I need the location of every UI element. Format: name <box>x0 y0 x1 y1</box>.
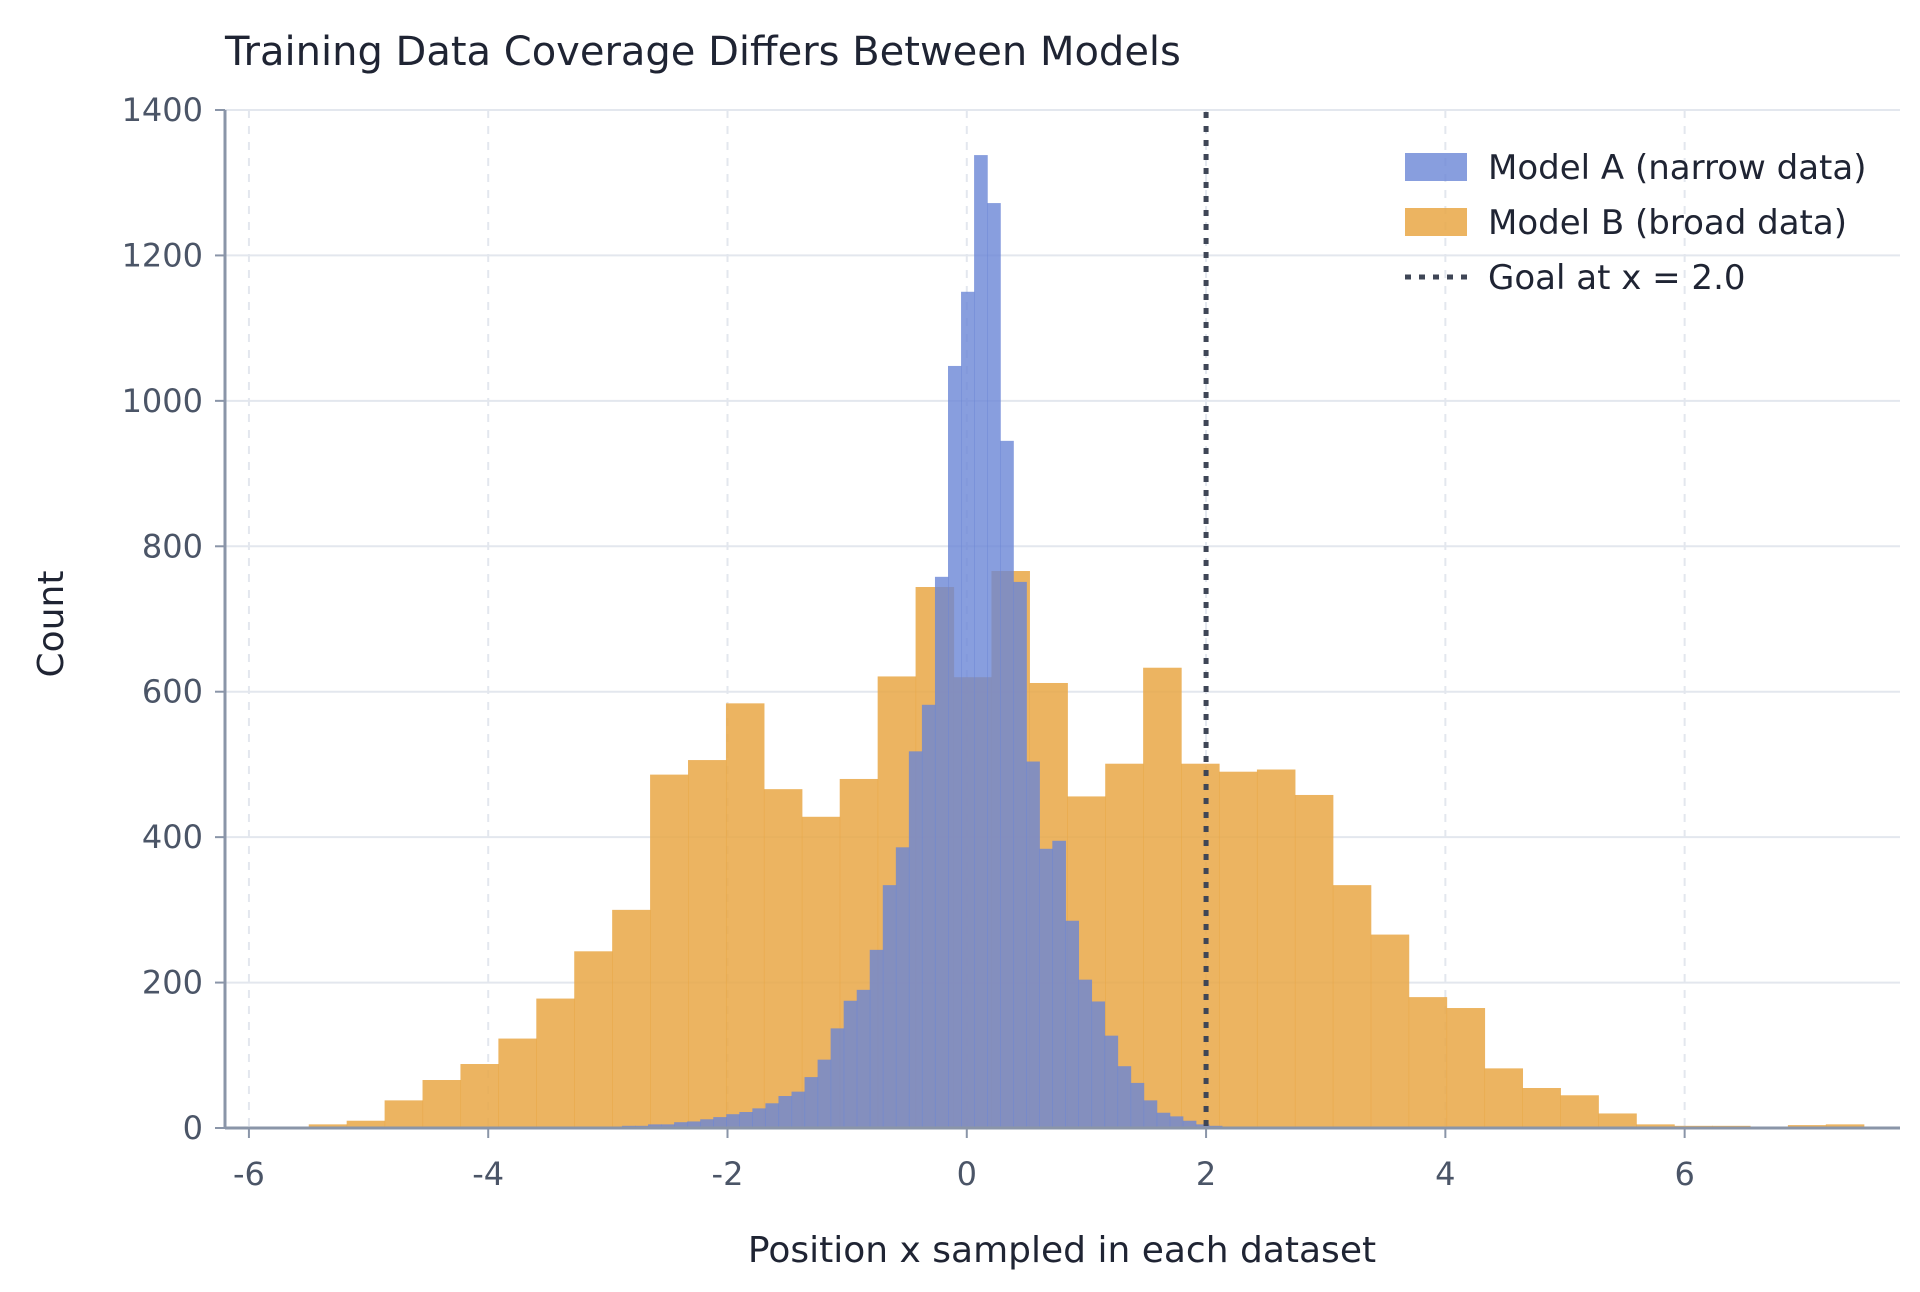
histogram-bar <box>1294 794 1334 1128</box>
histogram-bar <box>1522 1088 1561 1128</box>
y-tick-label: 200 <box>142 964 203 1002</box>
legend-label-model-b: Model B (broad data) <box>1488 203 1847 243</box>
histogram-bar <box>1143 667 1182 1128</box>
series-model-a <box>595 155 1249 1129</box>
y-axis-label: Count <box>31 571 72 678</box>
legend-label-goal: Goal at x = 2.0 <box>1488 258 1746 298</box>
y-tick-label: 600 <box>142 673 203 711</box>
histogram-bars <box>308 155 1865 1129</box>
legend-swatch-model-b <box>1405 208 1467 236</box>
histogram-bar <box>974 155 988 1128</box>
histogram-bar <box>460 1064 499 1128</box>
histogram-bar <box>1370 934 1410 1128</box>
histogram-bar <box>1143 1100 1158 1128</box>
histogram-bar <box>725 703 765 1128</box>
y-tick-label: 800 <box>142 527 203 565</box>
x-tick-label: -4 <box>472 1155 504 1193</box>
legend-swatch-model-a <box>1405 153 1467 181</box>
histogram-bar <box>1091 1001 1106 1128</box>
histogram-bar <box>1026 761 1040 1128</box>
histogram-bar <box>1181 763 1220 1128</box>
histogram-bar <box>791 1091 806 1128</box>
histogram-bar <box>1156 1112 1171 1128</box>
histogram-bar <box>987 203 1001 1128</box>
histogram-bar <box>908 751 923 1128</box>
histogram-bar <box>1130 1082 1145 1128</box>
histogram-bar <box>765 1103 780 1128</box>
histogram-bar <box>817 1059 832 1128</box>
histogram-bar <box>1052 840 1066 1128</box>
axes: 0 200 400 600 800 1000 1200 1400 -6 -4 -2 0 2 4 6 <box>122 91 1900 1193</box>
histogram-bar <box>1825 1124 1865 1128</box>
histogram-bar <box>1446 1008 1486 1128</box>
histogram-bar <box>934 576 949 1128</box>
histogram-bar <box>498 1038 537 1128</box>
y-tick-label: 400 <box>142 818 203 856</box>
histogram-bar <box>308 1124 348 1128</box>
histogram-bar <box>843 1000 858 1128</box>
x-tick-label: -6 <box>233 1155 265 1193</box>
histogram-bar <box>648 1124 662 1128</box>
legend-label-model-a: Model A (narrow data) <box>1488 148 1866 188</box>
histogram-bar <box>752 1108 767 1128</box>
x-axis-label: Position x sampled in each dataset <box>748 1230 1376 1271</box>
histogram-bar <box>688 760 727 1128</box>
histogram-bar <box>726 1114 740 1128</box>
x-tick-label: 0 <box>957 1155 977 1193</box>
histogram-bar <box>346 1120 386 1128</box>
histogram-bar <box>1332 885 1372 1128</box>
histogram-bar <box>1256 769 1296 1128</box>
histogram-bar <box>804 1077 819 1128</box>
histogram-bar <box>895 847 910 1128</box>
histogram-bar <box>1195 1124 1210 1128</box>
histogram-bar <box>869 949 884 1128</box>
histogram-bar <box>1000 440 1014 1129</box>
histogram-bar <box>1218 771 1258 1128</box>
histogram-bar <box>1039 848 1053 1128</box>
histogram-bar <box>1408 997 1448 1128</box>
histogram-bar <box>612 909 651 1128</box>
histogram-bar <box>1598 1113 1637 1128</box>
histogram-bar <box>1560 1095 1599 1128</box>
histogram-bar <box>1065 920 1080 1128</box>
histogram-bar <box>674 1122 688 1128</box>
y-tick-label: 1200 <box>122 236 203 274</box>
histogram-bar <box>739 1112 753 1128</box>
histogram-bar <box>1484 1068 1524 1128</box>
histogram-bar <box>661 1124 675 1128</box>
histogram-bar <box>1117 1066 1132 1128</box>
y-tick-label: 1000 <box>122 382 203 420</box>
histogram-bar <box>1636 1124 1675 1128</box>
histogram-bar <box>961 291 975 1128</box>
histogram-bar <box>384 1100 424 1128</box>
histogram-bar <box>1169 1116 1184 1128</box>
legend: Model A (narrow data) Model B (broad dat… <box>1405 148 1866 298</box>
histogram-bar <box>687 1121 701 1128</box>
histogram-bar <box>536 998 575 1128</box>
histogram-bar <box>856 989 871 1128</box>
histogram-bar <box>763 789 803 1128</box>
histogram-bar <box>650 774 689 1128</box>
histogram-bar <box>713 1117 727 1128</box>
histogram-bar <box>882 885 897 1128</box>
y-tick-label: 0 <box>183 1109 203 1147</box>
x-tick-label: 4 <box>1435 1155 1455 1193</box>
histogram-bar <box>921 704 936 1128</box>
y-tick-label: 1400 <box>122 91 203 129</box>
histogram-bar <box>1078 979 1093 1128</box>
histogram-bar <box>830 1028 845 1128</box>
x-tick-label: -2 <box>712 1155 744 1193</box>
x-tick-label: 2 <box>1196 1155 1216 1193</box>
chart-title: Training Data Coverage Differs Between M… <box>224 29 1181 75</box>
histogram-bar <box>948 365 962 1128</box>
histogram-bar <box>1182 1120 1197 1128</box>
histogram-bar <box>574 951 613 1128</box>
histogram-bar <box>422 1080 462 1128</box>
histogram-bar <box>1013 581 1027 1128</box>
histogram-bar <box>700 1119 714 1128</box>
histogram-bar <box>1104 1035 1119 1128</box>
histogram-bar <box>778 1096 793 1128</box>
x-tick-label: 6 <box>1674 1155 1694 1193</box>
